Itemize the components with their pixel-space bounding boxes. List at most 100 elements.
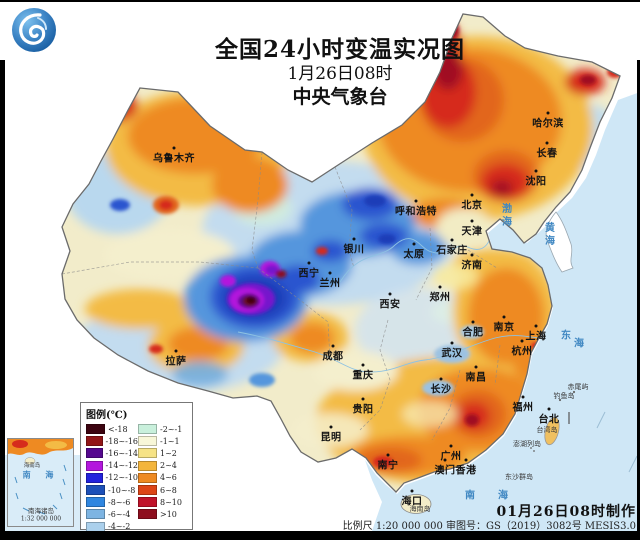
- legend-column-negative: <-18 -18~-16 -16~-14 -14~-12 -12~-10 -10~-8 -8…: [86, 423, 138, 533]
- frame-top: [0, 0, 640, 2]
- legend-range: >10: [160, 509, 177, 519]
- south-china-sea-inset: 海南岛 南 海 南海诸岛 1:32 000 000: [7, 438, 74, 527]
- legend-swatch: [138, 509, 157, 520]
- legend-range: -16~-14: [105, 448, 138, 458]
- china-border-line: [61, 13, 621, 493]
- city-dot: [438, 285, 442, 289]
- city-label: 长春: [536, 148, 558, 160]
- city-dot: [410, 489, 414, 493]
- frame-left: [0, 60, 5, 540]
- legend-row: <-18: [86, 423, 138, 435]
- city-dot: [534, 324, 538, 328]
- city-dot: [474, 365, 478, 369]
- city-dot: [470, 253, 474, 257]
- legend-row: >10: [138, 508, 188, 520]
- inset-hainan-label: 海南岛: [23, 463, 41, 469]
- sea-label: 黄海: [542, 222, 554, 248]
- scale-approval-text: 比例尺 1:20 000 000 审图号：GS（2019）3082号 MESIS…: [342, 521, 636, 532]
- city-dot: [388, 292, 392, 296]
- legend-row: -6~-4: [86, 508, 138, 520]
- city-dot: [361, 397, 365, 401]
- legend-title: 图例(℃): [86, 410, 128, 421]
- legend-panel: 图例(℃) <-18 -18~-16 -16~-14 -14~-12 -12~-10 -1…: [80, 402, 193, 533]
- legend-row: 1~2: [138, 447, 188, 459]
- city-dot: [439, 377, 443, 381]
- legend-row: -8~-6: [86, 496, 138, 508]
- legend-swatch: [86, 485, 105, 496]
- city-label: 北京: [461, 200, 483, 212]
- sea-label: 渤海: [499, 203, 511, 229]
- city-label: 南昌: [465, 372, 487, 384]
- hainan-island: [400, 494, 432, 514]
- legend-swatch: [86, 436, 103, 447]
- inset-title: 南海诸岛: [28, 507, 54, 515]
- legend-swatch: [86, 448, 103, 459]
- frame-bottom: [0, 531, 640, 540]
- city-label: 乌鲁木齐: [153, 153, 195, 165]
- city-label: 济南: [461, 260, 483, 272]
- city-dot: [502, 315, 506, 319]
- inset-mini-map: [8, 439, 73, 515]
- city-dot: [520, 339, 524, 343]
- city-dot: [443, 458, 447, 462]
- city-dot: [450, 341, 454, 345]
- legend-range: -6~-4: [108, 509, 131, 519]
- province-borders: [62, 151, 501, 441]
- city-label: 武汉: [441, 348, 463, 360]
- legend-columns: <-18 -18~-16 -16~-14 -14~-12 -12~-10 -10~-8 -8…: [86, 423, 192, 533]
- legend-range: 6~8: [160, 485, 177, 495]
- legend-range: -2~-1: [160, 424, 183, 434]
- city-dot: [386, 453, 390, 457]
- city-dot: [521, 395, 525, 399]
- legend-row: -12~-10: [86, 472, 138, 484]
- city-label: 贵阳: [352, 404, 374, 416]
- made-at-text: 01月26日08时制作: [496, 504, 636, 520]
- legend-range: -14~-12: [105, 461, 138, 471]
- city-label: 郑州: [429, 292, 451, 304]
- city-dot: [412, 242, 416, 246]
- title-agency: 中央气象台: [292, 86, 388, 108]
- legend-range: 8~10: [160, 497, 182, 507]
- city-label: 香港: [455, 465, 477, 477]
- city-dot: [449, 444, 453, 448]
- city-dot: [471, 320, 475, 324]
- legend-range: 2~4: [160, 461, 177, 471]
- dragon-logo-icon: [10, 6, 58, 54]
- inset-sea-label: 南 海: [22, 469, 60, 480]
- city-label: 福州: [512, 402, 534, 414]
- city-label: 南京: [493, 322, 515, 334]
- city-label: 天津: [461, 226, 483, 238]
- legend-row: -18~-16: [86, 435, 138, 447]
- city-dot: [331, 344, 335, 348]
- legend-row: 2~4: [138, 460, 188, 472]
- city-dot: [172, 146, 176, 150]
- title-datetime: 1月26日08时: [287, 64, 393, 84]
- city-dot: [450, 238, 454, 242]
- city-label: 上海: [525, 331, 547, 343]
- city-label: 台北: [538, 414, 560, 426]
- korea-outline: [545, 211, 574, 273]
- legend-row: 8~10: [138, 496, 188, 508]
- sea-label: 海: [574, 338, 584, 350]
- page-title: 全国24小时变温实况图: [214, 36, 465, 63]
- island-label: 海南岛: [409, 505, 431, 513]
- city-label: 兰州: [319, 278, 341, 290]
- rivers: [237, 227, 541, 373]
- taiwan-island: [544, 416, 560, 446]
- city-label: 澳门: [434, 465, 456, 477]
- sea-label: 南: [465, 490, 475, 502]
- city-label: 拉萨: [165, 356, 187, 368]
- legend-swatch: [138, 472, 157, 483]
- city-label: 合肥: [462, 327, 484, 339]
- island-label: 赤尾屿: [567, 383, 589, 391]
- legend-range: -10~-8: [108, 485, 136, 495]
- map-title-block: 全国24小时变温实况图 1月26日08时 中央气象台: [180, 36, 500, 109]
- island-label: 澎湖列岛: [513, 440, 541, 448]
- city-label: 西安: [379, 299, 401, 311]
- legend-swatch: [138, 460, 157, 471]
- island-label: 台湾岛: [536, 426, 558, 434]
- legend-range: -8~-6: [108, 497, 131, 507]
- city-dot: [464, 458, 468, 462]
